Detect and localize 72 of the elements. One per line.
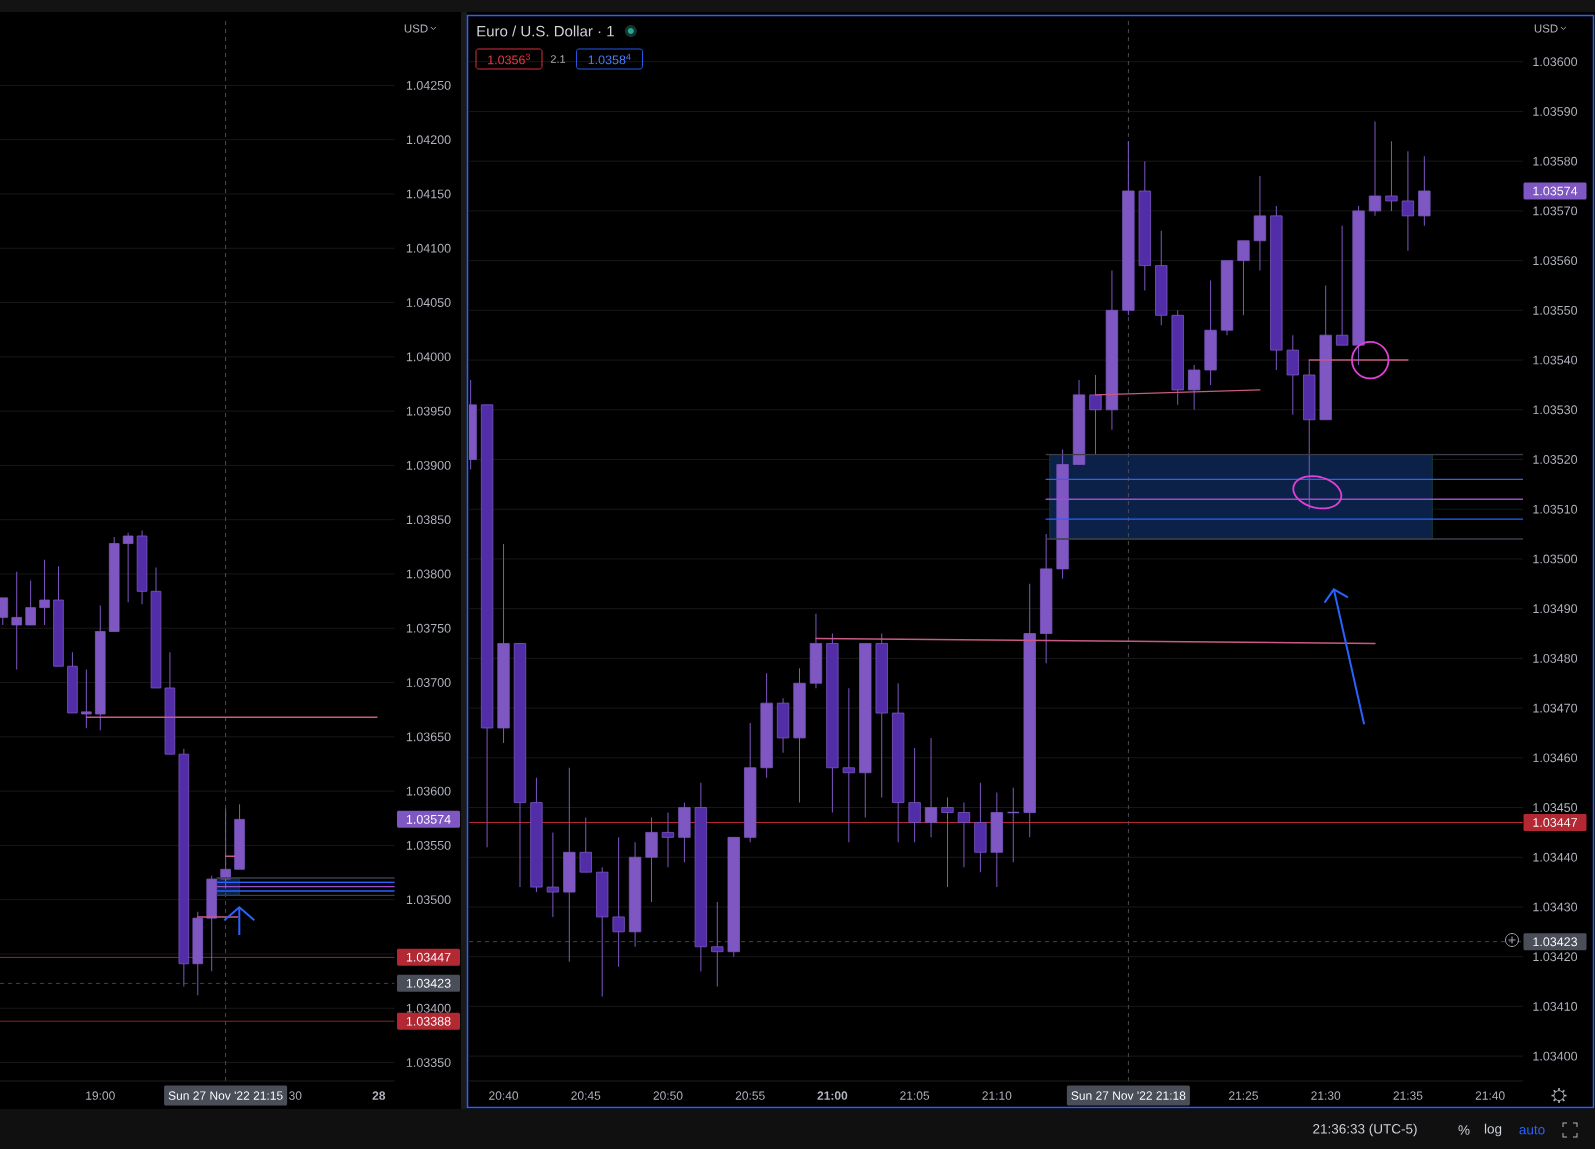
ref-line-label: 1.03447 (406, 952, 451, 962)
y-tick-label: 1.03600 (1533, 57, 1578, 67)
y-tick-label: 1.03420 (1533, 952, 1578, 962)
y-tick-label: 1.03450 (1533, 803, 1578, 812)
x-tick-label: 20:45 (571, 1091, 601, 1100)
y-tick-label: 1.03530 (1533, 405, 1578, 415)
y-tick-label: 1.03500 (406, 895, 451, 905)
y-tick-label: 1.03510 (1533, 504, 1578, 514)
y-tick-label: 1.03350 (406, 1058, 451, 1067)
y-tick-label: 1.03700 (406, 678, 451, 687)
y-tick-label: 1.03410 (1533, 1002, 1578, 1011)
x-tick-label: 28 (372, 1091, 386, 1100)
x-tick-label: 21:25 (1229, 1091, 1258, 1100)
ref-line-label: 1.03423 (1533, 937, 1578, 947)
y-tick-label: 1.04100 (406, 243, 451, 253)
ref-line-label: 1.03388 (406, 1016, 451, 1026)
y-tick-label: 1.03520 (1533, 455, 1578, 464)
y-tick-label: 1.03850 (406, 515, 451, 525)
y-tick-label: 1.03580 (1533, 156, 1578, 166)
annotation: 2.1 (550, 55, 566, 63)
chart-title: Euro / U.S. Dollar · 1 (477, 25, 614, 37)
y-tick-label: 1.03590 (1533, 107, 1578, 116)
y-tick-label: 1.03570 (1533, 206, 1578, 216)
x-tick-label: 19:00 (86, 1091, 115, 1100)
x-tick-label: 20:55 (735, 1091, 765, 1100)
ref-line-label: 1.03423 (406, 978, 451, 988)
y-tick-label: 1.04000 (406, 352, 451, 362)
x-tick-label: 21:00 (817, 1091, 848, 1100)
annotation: 1.0356$^{3}$ (488, 53, 530, 65)
x-tick-label: 21:10 (982, 1091, 1012, 1100)
text: 1.03574 (406, 814, 451, 824)
x-tick-label: 21:40 (1475, 1091, 1505, 1100)
text: 21:36:33 (UTC-5) (1313, 1123, 1417, 1137)
y-tick-label: 1.03400 (406, 1003, 451, 1013)
x-tick-label: 20:50 (653, 1091, 683, 1100)
y-tick-label: 1.03440 (1533, 852, 1578, 862)
y-tick-label: 1.03480 (1533, 653, 1578, 663)
y-tick-label: 1.03470 (1533, 703, 1578, 713)
ref-line-label: Sun 27 Nov '22 21:15 (168, 1091, 283, 1100)
x-tick-label: 20:40 (489, 1091, 519, 1100)
y-tick-label: 1.04250 (406, 80, 451, 90)
x-tick-label: 21:35 (1393, 1091, 1423, 1100)
text: % (1458, 1125, 1470, 1135)
y-tick-label: 1.03800 (406, 569, 451, 579)
y-tick-label: 1.03600 (406, 786, 451, 796)
y-tick-label: 1.03500 (1533, 554, 1578, 564)
annotation: 1.0358$^{4}$ (588, 53, 631, 65)
y-tick-label: 1.03750 (406, 623, 451, 633)
y-tick-label: 1.03550 (406, 840, 451, 850)
y-tick-label: 1.04050 (406, 298, 451, 307)
text: 1.03574 (1533, 186, 1578, 196)
y-tick-label: 1.04150 (406, 189, 451, 199)
text: auto (1519, 1125, 1545, 1135)
y-tick-label: 1.03490 (1533, 604, 1578, 614)
ref-line-label: Sun 27 Nov '22 21:18 (1071, 1091, 1186, 1100)
y-tick-label: 1.03540 (1533, 355, 1578, 365)
y-tick-label: 1.03950 (406, 406, 451, 416)
x-tick-label: 21:05 (900, 1091, 930, 1100)
ref-line-label: 1.03447 (1533, 818, 1577, 827)
x-tick-label: 30 (289, 1091, 302, 1100)
y-tick-label: 1.03430 (1533, 902, 1578, 912)
text: USD (404, 24, 428, 33)
y-tick-label: 1.04200 (406, 135, 451, 145)
y-tick-label: 1.03560 (1533, 256, 1578, 266)
y-tick-label: 1.03460 (1533, 753, 1578, 763)
text: USD (1534, 24, 1558, 33)
y-tick-label: 1.03900 (406, 460, 451, 470)
y-tick-label: 1.03650 (406, 732, 451, 742)
text: log (1484, 1123, 1502, 1137)
y-tick-label: 1.03550 (1533, 305, 1578, 315)
x-tick-label: 21:30 (1311, 1091, 1341, 1100)
y-tick-label: 1.03400 (1533, 1051, 1578, 1061)
